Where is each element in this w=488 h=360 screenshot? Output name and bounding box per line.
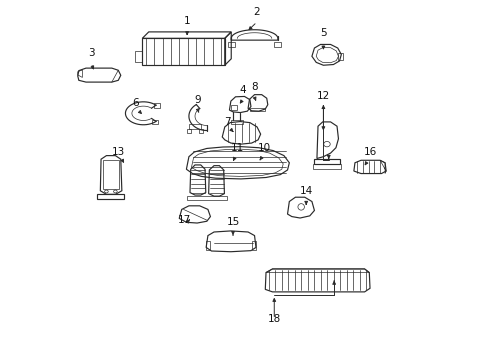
Text: 9: 9	[194, 95, 201, 105]
Text: 8: 8	[251, 82, 257, 92]
Text: 2: 2	[253, 7, 260, 17]
Text: 15: 15	[226, 217, 239, 227]
Text: 7: 7	[224, 117, 230, 127]
Text: 3: 3	[87, 48, 94, 58]
Text: 10: 10	[257, 143, 270, 153]
Text: 18: 18	[267, 314, 280, 324]
Text: 16: 16	[363, 147, 376, 157]
Text: 11: 11	[230, 143, 244, 153]
Text: 14: 14	[299, 186, 312, 196]
Text: 12: 12	[316, 91, 329, 101]
Text: 5: 5	[320, 28, 326, 39]
Text: 17: 17	[177, 215, 190, 225]
Text: 13: 13	[111, 147, 124, 157]
Text: 6: 6	[132, 98, 138, 108]
Text: 1: 1	[183, 16, 190, 26]
Text: 4: 4	[239, 85, 245, 95]
